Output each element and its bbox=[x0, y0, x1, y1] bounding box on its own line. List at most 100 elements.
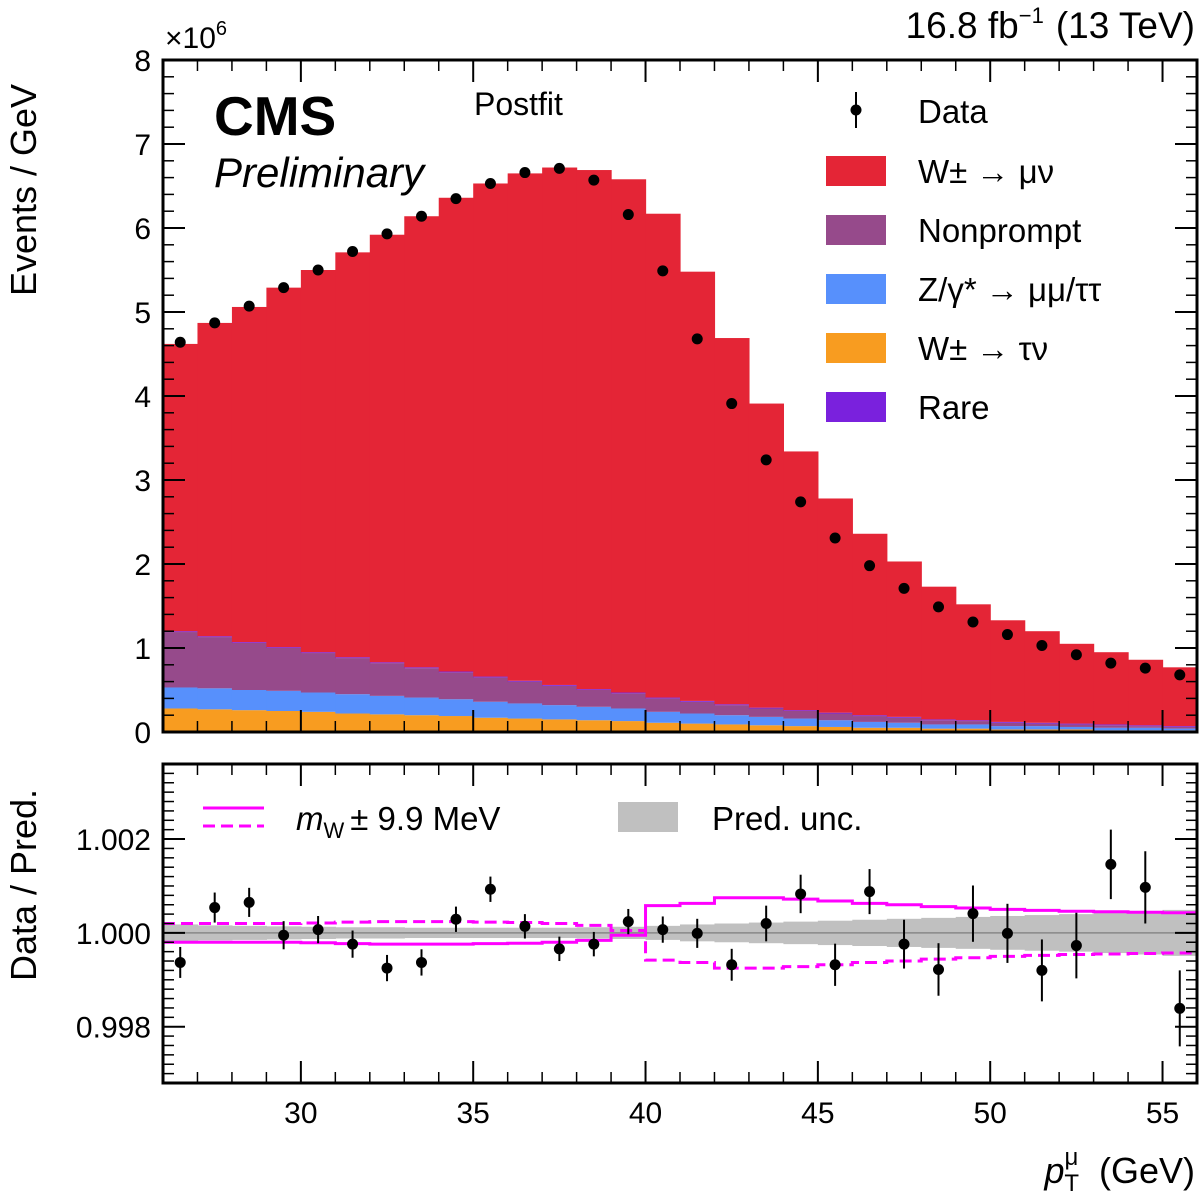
mw-down-line bbox=[163, 920, 1197, 970]
x-tick-label: 40 bbox=[629, 1097, 662, 1130]
bar-nonprompt bbox=[611, 693, 647, 709]
bar-wmu bbox=[611, 179, 647, 693]
y-tick-label: 1 bbox=[134, 633, 151, 666]
data-point bbox=[209, 317, 221, 329]
data-point bbox=[1139, 662, 1151, 674]
y-tick-label: 4 bbox=[134, 381, 151, 414]
bar-zgamma bbox=[1024, 726, 1060, 730]
bar-zgamma bbox=[817, 720, 853, 727]
bar-zgamma bbox=[542, 705, 578, 720]
bar-zgamma bbox=[748, 716, 784, 726]
bar-wtau bbox=[645, 722, 681, 732]
bar-wmu bbox=[335, 252, 371, 658]
bar-nonprompt bbox=[1128, 726, 1164, 728]
bar-rare bbox=[611, 692, 647, 694]
bar-nonprompt bbox=[1024, 723, 1060, 727]
bar-wmu bbox=[163, 343, 199, 632]
y-tick-label: 6 bbox=[134, 213, 151, 246]
bar-wmu bbox=[645, 213, 681, 698]
bar-nonprompt bbox=[886, 717, 922, 723]
ratio-point bbox=[553, 943, 565, 955]
ratio-point bbox=[347, 938, 359, 950]
bar-rare bbox=[576, 689, 612, 690]
legend-swatch-nonprompt bbox=[826, 215, 886, 245]
bar-rare bbox=[231, 642, 267, 643]
bar-wtau bbox=[266, 711, 302, 732]
y-tick-label: 0 bbox=[134, 717, 151, 750]
bar-nonprompt bbox=[645, 698, 681, 712]
x-tick-label: 45 bbox=[801, 1097, 834, 1130]
data-point bbox=[519, 167, 531, 179]
bar-nonprompt bbox=[748, 708, 784, 717]
ratio-point bbox=[1001, 927, 1013, 939]
legend-swatch-pred-unc bbox=[618, 802, 678, 832]
bar-wtau bbox=[783, 726, 819, 732]
bar-nonprompt bbox=[783, 711, 819, 719]
bar-zgamma bbox=[507, 703, 543, 719]
data-point bbox=[898, 582, 910, 594]
data-point bbox=[622, 209, 634, 221]
data-point bbox=[933, 601, 944, 613]
bar-zgamma bbox=[886, 722, 922, 728]
bar-rare bbox=[507, 680, 543, 682]
bar-nonprompt bbox=[1162, 726, 1198, 729]
bar-nonprompt bbox=[197, 637, 233, 689]
bar-wtau bbox=[748, 725, 784, 732]
bar-wtau bbox=[369, 714, 405, 732]
bar-nonprompt bbox=[1059, 724, 1095, 727]
ratio-point bbox=[381, 962, 393, 974]
bar-nonprompt bbox=[680, 701, 716, 714]
bar-rare bbox=[817, 712, 853, 714]
bar-rare bbox=[748, 707, 784, 709]
legend-data-marker bbox=[850, 104, 862, 116]
bar-zgamma bbox=[438, 699, 474, 717]
bar-wmu bbox=[266, 287, 302, 648]
legend-entry-nonprompt: Nonprompt bbox=[826, 212, 1081, 249]
ratio-point bbox=[1174, 1002, 1186, 1014]
legend-label-nonprompt: Nonprompt bbox=[918, 212, 1081, 249]
legend-swatch-wtau bbox=[826, 333, 886, 363]
ratio-point bbox=[209, 902, 221, 914]
ratio-point bbox=[622, 916, 634, 928]
bar-rare bbox=[680, 700, 716, 702]
ratio-point bbox=[450, 913, 462, 925]
bar-wmu bbox=[231, 306, 267, 643]
legend-swatch-wmu bbox=[826, 156, 886, 186]
bar-nonprompt bbox=[576, 690, 612, 707]
bar-rare bbox=[473, 676, 509, 678]
bar-zgamma bbox=[714, 715, 750, 725]
bar-nonprompt bbox=[231, 642, 267, 690]
data-point bbox=[1036, 639, 1048, 651]
bar-wtau bbox=[886, 727, 922, 732]
postfit-label: Postfit bbox=[474, 86, 563, 122]
bar-rare bbox=[990, 721, 1026, 723]
bar-rare bbox=[714, 704, 750, 706]
bar-wmu bbox=[197, 322, 233, 637]
bar-rare bbox=[921, 719, 957, 721]
legend-entry-data: Data bbox=[850, 92, 988, 130]
bar-rare bbox=[886, 716, 922, 718]
legend-label-wtau: W± → τν bbox=[918, 330, 1048, 367]
bar-wtau bbox=[197, 709, 233, 732]
data-point bbox=[243, 300, 255, 312]
x-tick-label: 30 bbox=[284, 1097, 317, 1130]
data-point bbox=[450, 193, 462, 205]
ratio-point bbox=[898, 938, 910, 950]
bar-zgamma bbox=[163, 687, 199, 709]
bar-nonprompt bbox=[300, 653, 336, 693]
bar-rare bbox=[783, 710, 819, 711]
bar-zgamma bbox=[990, 726, 1026, 730]
bar-rare bbox=[852, 715, 888, 717]
data-point bbox=[726, 398, 738, 410]
data-point bbox=[174, 336, 186, 348]
bar-rare bbox=[955, 720, 991, 722]
data-point bbox=[1070, 649, 1082, 661]
bar-wtau bbox=[300, 711, 336, 732]
ratio-point bbox=[416, 956, 427, 968]
ratio-point bbox=[1070, 940, 1082, 952]
bar-nonprompt bbox=[1093, 725, 1129, 728]
bar-zgamma bbox=[1093, 727, 1129, 731]
bar-rare bbox=[542, 684, 578, 686]
bar-zgamma bbox=[231, 690, 267, 711]
